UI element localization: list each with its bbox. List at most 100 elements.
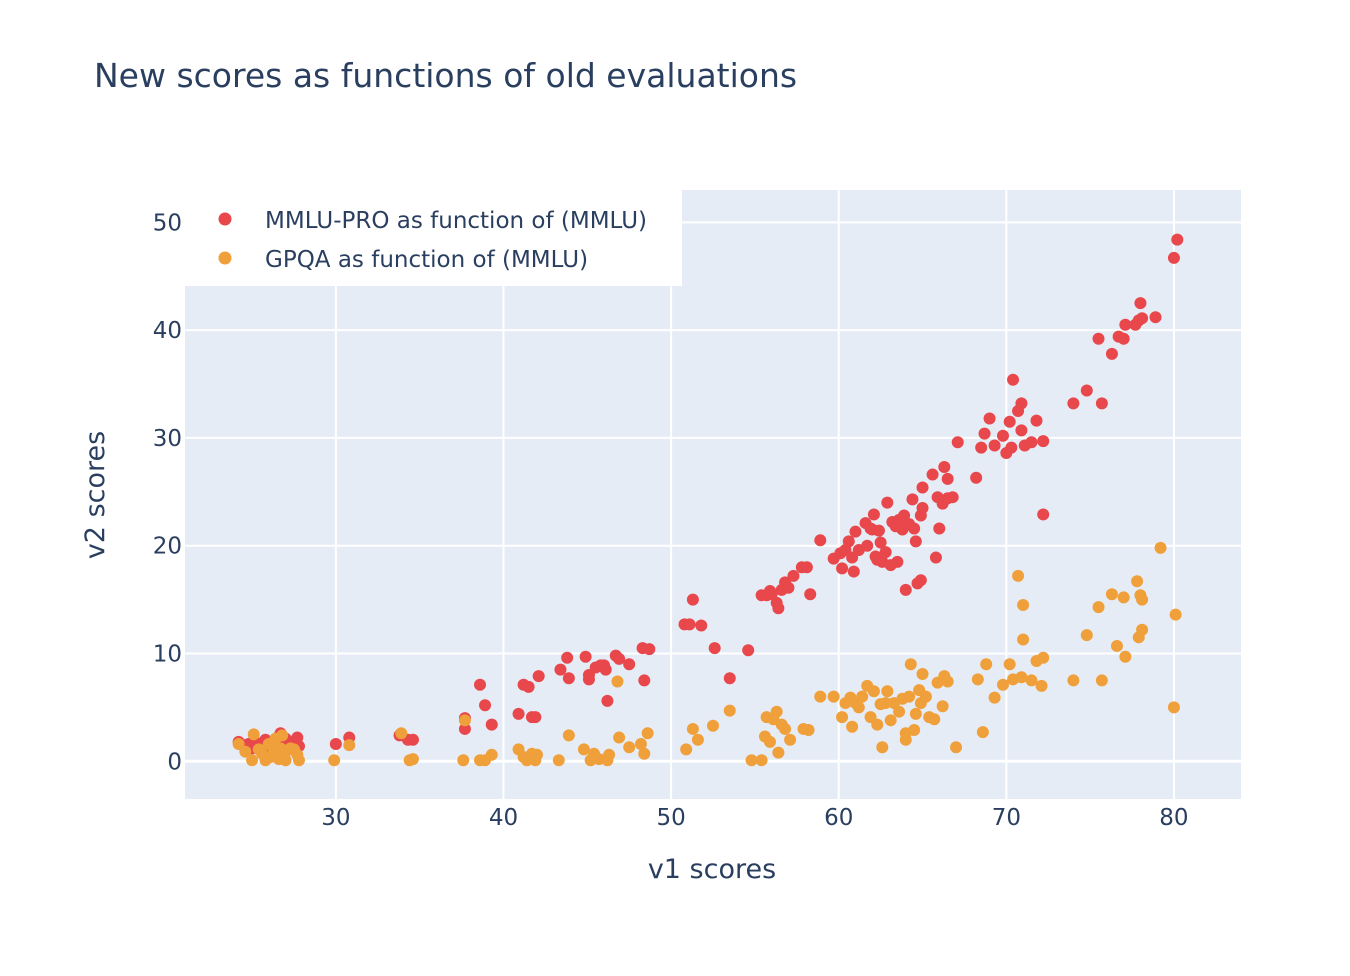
data-point[interactable] [938, 461, 951, 474]
data-point[interactable] [971, 673, 984, 686]
data-point[interactable] [561, 651, 574, 664]
data-point[interactable] [599, 663, 612, 676]
data-point[interactable] [876, 741, 889, 754]
data-point[interactable] [867, 685, 880, 698]
data-point[interactable] [623, 741, 636, 754]
data-point[interactable] [603, 748, 616, 761]
data-point[interactable] [707, 719, 719, 732]
data-point[interactable] [1015, 397, 1028, 410]
data-point[interactable] [847, 565, 860, 578]
data-point[interactable] [686, 722, 699, 735]
data-point[interactable] [601, 694, 614, 707]
data-point[interactable] [1167, 251, 1180, 264]
data-point[interactable] [680, 743, 693, 756]
data-point[interactable] [928, 713, 941, 726]
data-point[interactable] [1080, 629, 1093, 642]
data-point[interactable] [1037, 508, 1050, 521]
data-point[interactable] [804, 588, 817, 601]
data-point[interactable] [996, 429, 1009, 442]
data-point[interactable] [936, 700, 949, 713]
data-point[interactable] [1012, 569, 1025, 582]
data-point[interactable] [919, 690, 932, 703]
data-point[interactable] [846, 720, 859, 733]
data-point[interactable] [638, 674, 651, 687]
data-point[interactable] [988, 691, 1001, 704]
data-point[interactable] [532, 670, 545, 683]
data-point[interactable] [579, 650, 592, 663]
data-point[interactable] [787, 569, 800, 582]
data-point[interactable] [723, 672, 736, 685]
data-point[interactable] [695, 619, 708, 632]
data-point[interactable] [1037, 435, 1050, 448]
data-point[interactable] [909, 707, 922, 720]
data-point[interactable] [914, 574, 927, 587]
data-point[interactable] [1025, 674, 1038, 687]
data-point[interactable] [908, 522, 921, 535]
data-point[interactable] [842, 535, 855, 548]
data-point[interactable] [1003, 658, 1016, 671]
data-point[interactable] [884, 714, 897, 727]
data-point[interactable] [946, 491, 959, 504]
data-point[interactable] [1134, 297, 1147, 310]
data-point[interactable] [529, 711, 542, 724]
data-point[interactable] [1110, 639, 1123, 652]
data-point[interactable] [1015, 424, 1028, 437]
data-point[interactable] [1119, 318, 1132, 331]
data-point[interactable] [983, 412, 996, 425]
data-point[interactable] [406, 733, 419, 746]
data-point[interactable] [1080, 384, 1093, 397]
data-point[interactable] [941, 472, 954, 485]
data-point[interactable] [1092, 601, 1105, 614]
data-point[interactable] [852, 701, 865, 714]
data-point[interactable] [879, 546, 892, 559]
data-point[interactable] [996, 678, 1009, 691]
data-point[interactable] [1105, 588, 1118, 601]
data-point[interactable] [871, 718, 884, 731]
data-point[interactable] [755, 754, 768, 767]
data-point[interactable] [933, 522, 946, 535]
data-point[interactable] [784, 733, 797, 746]
data-point[interactable] [329, 738, 342, 751]
data-point[interactable] [613, 652, 626, 665]
data-point[interactable] [458, 714, 471, 727]
data-point[interactable] [485, 718, 498, 731]
data-point[interactable] [611, 675, 624, 688]
data-point[interactable] [246, 754, 259, 767]
data-point[interactable] [1169, 608, 1182, 621]
data-point[interactable] [909, 535, 922, 548]
data-point[interactable] [276, 729, 289, 742]
data-point[interactable] [950, 741, 963, 754]
data-point[interactable] [1171, 233, 1184, 246]
data-point[interactable] [899, 583, 912, 596]
data-point[interactable] [1092, 332, 1105, 345]
legend-marker-gpqa[interactable] [218, 251, 232, 265]
data-point[interactable] [1030, 414, 1043, 427]
data-point[interactable] [1167, 701, 1180, 714]
data-point[interactable] [941, 675, 954, 688]
data-point[interactable] [978, 427, 991, 440]
data-point[interactable] [772, 746, 785, 759]
data-point[interactable] [891, 555, 904, 568]
data-point[interactable] [929, 551, 942, 564]
data-point[interactable] [881, 685, 894, 698]
data-point[interactable] [1136, 312, 1149, 325]
data-point[interactable] [1136, 593, 1149, 606]
data-point[interactable] [1131, 575, 1144, 588]
data-point[interactable] [980, 658, 993, 671]
data-point[interactable] [975, 441, 988, 454]
data-point[interactable] [970, 471, 983, 484]
data-point[interactable] [772, 602, 785, 615]
data-point[interactable] [926, 468, 939, 481]
data-point[interactable] [458, 722, 471, 735]
data-point[interactable] [474, 678, 487, 691]
legend-marker-mmlu-pro[interactable] [218, 212, 232, 226]
data-point[interactable] [1117, 591, 1130, 604]
data-point[interactable] [1037, 651, 1050, 664]
data-point[interactable] [827, 690, 840, 703]
data-point[interactable] [1003, 415, 1016, 428]
data-point[interactable] [800, 561, 813, 574]
data-point[interactable] [881, 496, 894, 509]
data-point[interactable] [613, 731, 626, 744]
data-point[interactable] [1025, 436, 1038, 449]
data-point[interactable] [1119, 650, 1132, 663]
